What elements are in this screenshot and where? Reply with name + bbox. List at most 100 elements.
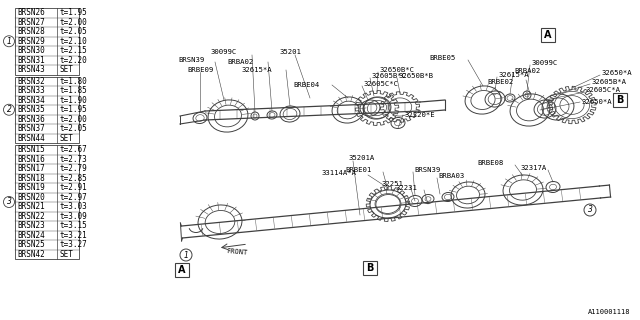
Text: t=3.27: t=3.27 — [59, 240, 87, 249]
Bar — [613, 93, 627, 107]
Text: BRSN18: BRSN18 — [17, 174, 45, 183]
Text: 33114A*A: 33114A*A — [321, 170, 356, 176]
Text: t=1.95: t=1.95 — [59, 105, 87, 114]
Text: BRSN28: BRSN28 — [17, 27, 45, 36]
Text: BRBE04: BRBE04 — [294, 82, 320, 88]
Text: BRSN29: BRSN29 — [17, 37, 45, 46]
Text: BRSN35: BRSN35 — [17, 105, 45, 114]
Text: t=3.21: t=3.21 — [59, 231, 87, 240]
Text: BRSN44: BRSN44 — [17, 134, 45, 143]
Text: BRBE08: BRBE08 — [477, 160, 504, 166]
Bar — [15, 76, 79, 143]
Text: BRSN16: BRSN16 — [17, 155, 45, 164]
Text: BRSN23: BRSN23 — [17, 221, 45, 230]
Text: 32650B*B: 32650B*B — [398, 73, 433, 79]
Text: t=2.05: t=2.05 — [59, 124, 87, 133]
Bar — [363, 261, 377, 275]
Text: FRONT: FRONT — [226, 248, 248, 256]
Text: BRSN39: BRSN39 — [179, 57, 205, 63]
Text: SET: SET — [59, 134, 73, 143]
Text: BRBE01: BRBE01 — [346, 167, 372, 173]
Text: BRSN26: BRSN26 — [17, 8, 45, 17]
Text: t=2.15: t=2.15 — [59, 46, 87, 55]
Text: BRSN39: BRSN39 — [414, 167, 440, 173]
Text: A: A — [179, 265, 186, 275]
Text: 2: 2 — [6, 105, 12, 114]
Text: BRBA02: BRBA02 — [514, 68, 540, 74]
Text: BRSN43: BRSN43 — [17, 65, 45, 74]
Text: BRSN30: BRSN30 — [17, 46, 45, 55]
Text: 32231: 32231 — [395, 185, 417, 191]
Text: BRSN17: BRSN17 — [17, 164, 45, 173]
Text: t=2.73: t=2.73 — [59, 155, 87, 164]
Text: BRSN33: BRSN33 — [17, 86, 45, 95]
Text: 32605C*C: 32605C*C — [363, 81, 398, 87]
Text: 32605B*C: 32605B*C — [371, 73, 406, 79]
Text: t=2.10: t=2.10 — [59, 37, 87, 46]
Text: t=1.90: t=1.90 — [59, 96, 87, 105]
Text: 32220*E: 32220*E — [404, 112, 435, 118]
Text: A: A — [544, 30, 552, 40]
Text: 35201A: 35201A — [348, 155, 374, 161]
Text: t=2.91: t=2.91 — [59, 183, 87, 192]
Text: t=1.85: t=1.85 — [59, 86, 87, 95]
Text: BRSN42: BRSN42 — [17, 250, 45, 259]
Text: A110001118: A110001118 — [588, 309, 630, 315]
Text: 30099C: 30099C — [211, 49, 237, 55]
Text: BRSN36: BRSN36 — [17, 115, 45, 124]
Text: 32615*A: 32615*A — [498, 72, 529, 78]
Bar — [15, 8, 79, 75]
Text: BRSN24: BRSN24 — [17, 231, 45, 240]
Circle shape — [180, 249, 192, 261]
Text: B: B — [366, 263, 374, 273]
Text: BRSN19: BRSN19 — [17, 183, 45, 192]
Text: t=3.03: t=3.03 — [59, 202, 87, 211]
Text: 35201: 35201 — [279, 49, 301, 55]
Text: BRBE02: BRBE02 — [488, 79, 514, 85]
Text: BRSN27: BRSN27 — [17, 18, 45, 27]
Text: t=2.00: t=2.00 — [59, 115, 87, 124]
Text: 30099C: 30099C — [531, 60, 557, 66]
Bar — [541, 28, 555, 42]
Text: 1: 1 — [184, 251, 188, 260]
Text: 1: 1 — [6, 37, 12, 46]
Bar — [15, 145, 79, 259]
Text: t=1.80: t=1.80 — [59, 77, 87, 86]
Text: BRBA02: BRBA02 — [228, 59, 254, 65]
Text: 32650*A: 32650*A — [581, 99, 612, 105]
Text: BRSN31: BRSN31 — [17, 56, 45, 65]
Text: 32317A: 32317A — [521, 165, 547, 171]
Text: t=2.00: t=2.00 — [59, 18, 87, 27]
Text: BRSN20: BRSN20 — [17, 193, 45, 202]
Text: t=2.05: t=2.05 — [59, 27, 87, 36]
Text: SET: SET — [59, 65, 73, 74]
Text: SET: SET — [59, 250, 73, 259]
Text: 32615*A: 32615*A — [241, 67, 272, 73]
Text: BRSN22: BRSN22 — [17, 212, 45, 221]
Bar — [175, 263, 189, 277]
Text: BRSN34: BRSN34 — [17, 96, 45, 105]
Text: 32605C*A: 32605C*A — [586, 87, 621, 93]
Circle shape — [3, 104, 15, 115]
Text: BRBA03: BRBA03 — [438, 173, 464, 179]
Text: t=2.20: t=2.20 — [59, 56, 87, 65]
Text: BRSN21: BRSN21 — [17, 202, 45, 211]
Text: 32650B*C: 32650B*C — [379, 67, 414, 73]
Text: t=2.67: t=2.67 — [59, 145, 87, 154]
Text: t=2.79: t=2.79 — [59, 164, 87, 173]
Text: t=3.15: t=3.15 — [59, 221, 87, 230]
Circle shape — [3, 196, 15, 207]
Text: 32251: 32251 — [381, 181, 403, 187]
Circle shape — [584, 204, 596, 216]
Text: t=1.95: t=1.95 — [59, 8, 87, 17]
Text: BRSN32: BRSN32 — [17, 77, 45, 86]
Text: BRBE05: BRBE05 — [429, 55, 456, 61]
Text: 32650*A: 32650*A — [601, 70, 632, 76]
Text: t=2.97: t=2.97 — [59, 193, 87, 202]
Circle shape — [3, 36, 15, 47]
Text: BRSN37: BRSN37 — [17, 124, 45, 133]
Text: B: B — [616, 95, 624, 105]
Text: 3: 3 — [6, 197, 12, 206]
Text: BRBE09: BRBE09 — [187, 67, 213, 73]
Text: BRSN25: BRSN25 — [17, 240, 45, 249]
